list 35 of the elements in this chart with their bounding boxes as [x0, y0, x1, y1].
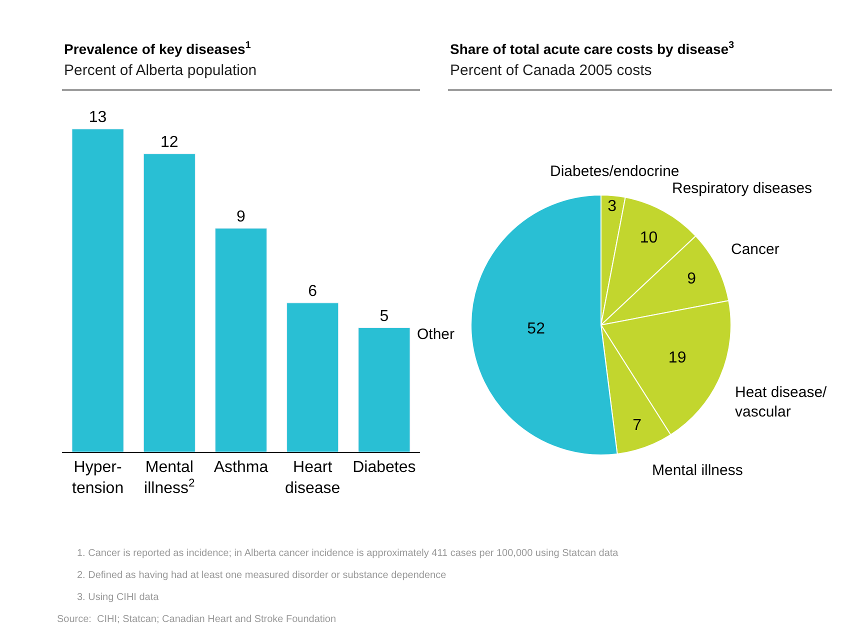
data-label: 5 [380, 308, 389, 325]
data-label: 7 [632, 416, 642, 434]
x-tick-label: Heart disease [285, 459, 340, 497]
slice-label: Heat disease/ vascular [735, 384, 828, 420]
data-label: 9 [687, 270, 696, 288]
data-label: 19 [668, 350, 686, 367]
chart-title: Prevalence of key diseases$^{1}$ [64, 40, 252, 57]
data-label: 6 [308, 282, 318, 300]
data-label: 12 [160, 134, 178, 151]
data-label: 52 [527, 320, 546, 338]
source-note: Source: CIHI; Statcan; Canadian Heart and Stroke Foundation [57, 614, 336, 625]
data-label: 9 [236, 208, 246, 226]
bar [358, 328, 410, 452]
slice-label: Other [417, 326, 455, 343]
data-label: 10 [640, 229, 658, 246]
chart-subtitle: Percent of Alberta population [64, 62, 257, 79]
bar [143, 154, 196, 452]
text: 2. Defined as having had at least one measured disorder or substance dependence [77, 570, 447, 581]
x-tick-label: Mental illness$^{2}$ [144, 459, 195, 497]
chart-title: Share of total acute care costs by disease$^{3}$ [450, 40, 735, 57]
slice-label: Respiratory diseases [672, 180, 812, 197]
slice-label: Mental illness [652, 462, 743, 479]
bar [214, 228, 268, 452]
x-tick-label: Asthma [214, 459, 268, 476]
slice-label: Diabetes/endocrine [550, 163, 680, 180]
text: 1. Cancer is reported as incidence; in Alberta cancer incidence is approximately 411 cases per 100,000 using Statcan data [77, 548, 619, 559]
chart-subtitle: Percent of Canada 2005 costs [450, 62, 652, 79]
x-tick-label: Hyper- tension [72, 459, 124, 497]
bar [286, 302, 339, 452]
bar [72, 128, 124, 452]
data-label: 3 [608, 198, 617, 216]
slice-label: Cancer [731, 241, 780, 258]
x-tick-label: Diabetes [352, 459, 416, 476]
data-label: 13 [88, 109, 107, 126]
text: 3. Using CIHI data [77, 592, 160, 603]
